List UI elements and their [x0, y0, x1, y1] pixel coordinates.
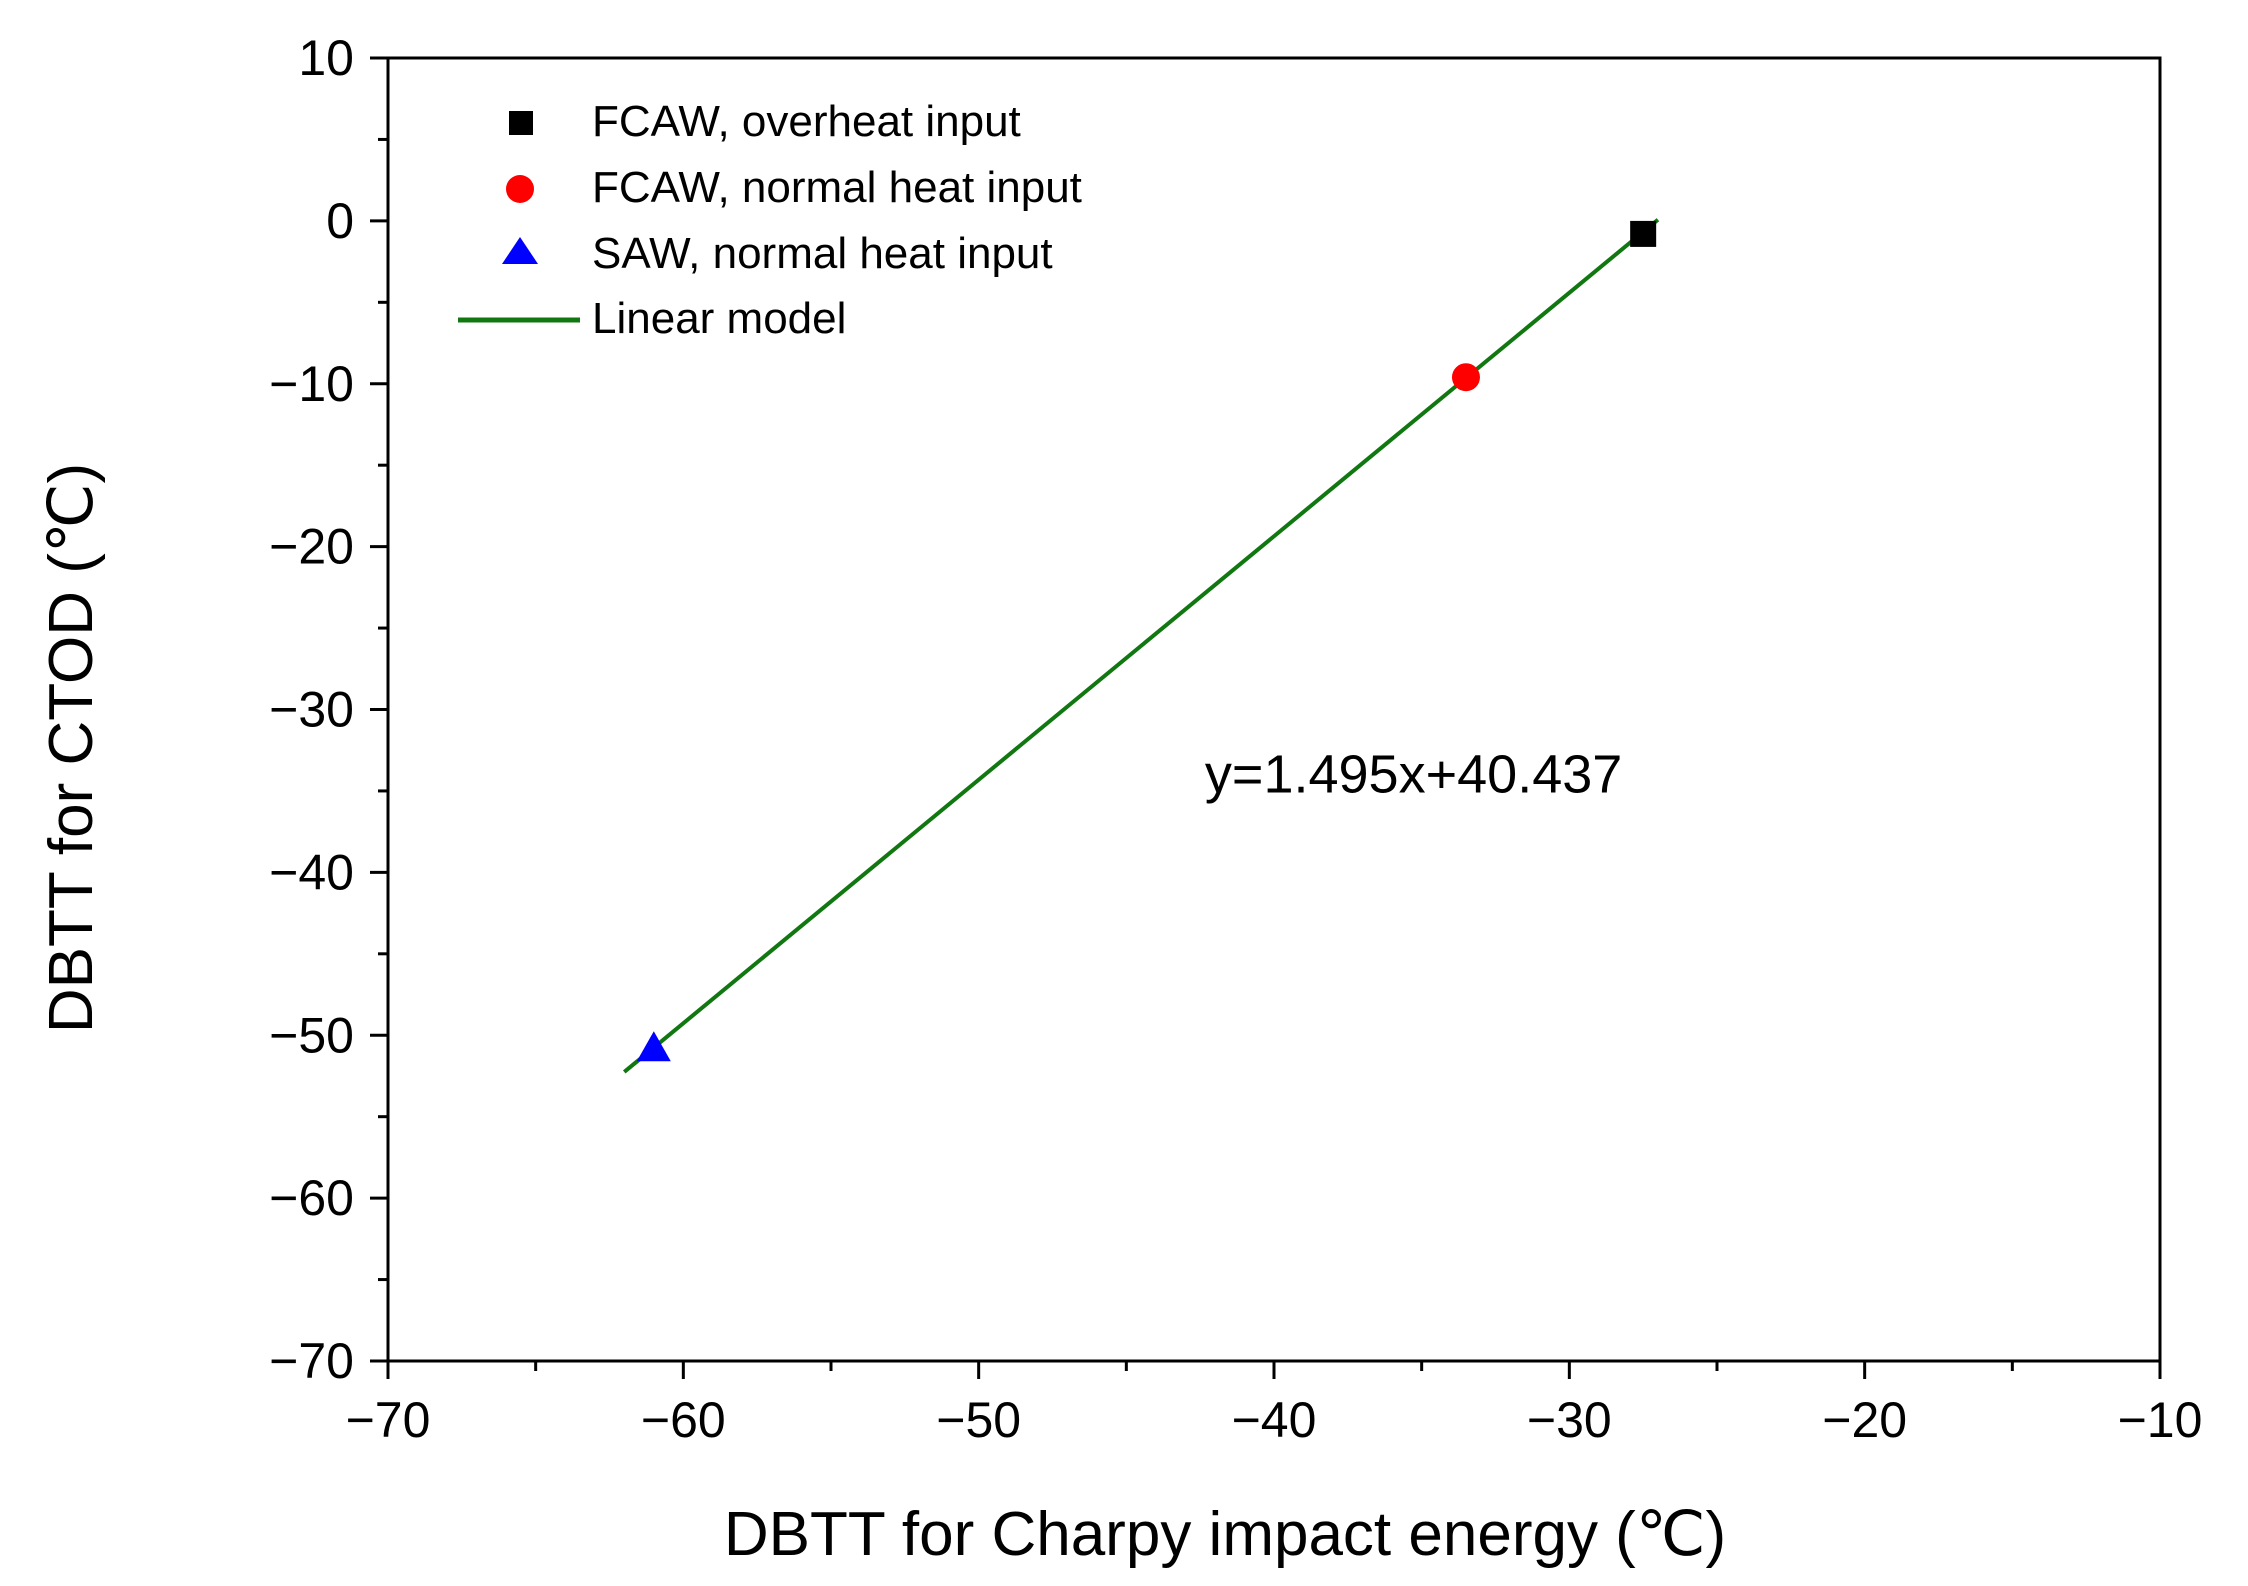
- point-circle: [1451, 363, 1480, 392]
- linear-model-line: [622, 218, 1660, 1074]
- y-axis-label: DBTT for CTOD (℃): [37, 463, 106, 1033]
- plot-area: [388, 58, 2160, 1361]
- axis-tick-labels: −70 −60 −50 −40 −30 −20 −10 10 0 −10 −20 −30 −40 −50 −…: [269, 30, 2202, 1448]
- points-layer: [636, 220, 1657, 1062]
- x-tick-label: −10: [2118, 1392, 2203, 1448]
- y-tick-label: 10: [298, 30, 354, 86]
- y-tick-label: −10: [269, 356, 354, 412]
- fit-layer: [622, 218, 1660, 1074]
- y-tick-label: −40: [269, 844, 354, 900]
- legend-label-fcaw-normal: FCAW, normal heat input: [592, 163, 1082, 212]
- axis-ticks: [370, 56, 2162, 1379]
- x-tick-label: −70: [346, 1392, 431, 1448]
- point-square: [1630, 220, 1657, 247]
- legend-marker-square: [509, 111, 533, 135]
- legend-label-linear-model: Linear model: [592, 294, 846, 343]
- legend-marker-triangle: [502, 237, 538, 264]
- x-tick-label: −60: [641, 1392, 726, 1448]
- y-tick-label: −30: [269, 682, 354, 738]
- x-tick-label: −20: [1822, 1392, 1907, 1448]
- legend-label-saw-normal: SAW, normal heat input: [592, 229, 1053, 278]
- y-tick-label: −70: [269, 1333, 354, 1389]
- point-triangle: [636, 1031, 671, 1062]
- y-tick-label: −60: [269, 1170, 354, 1226]
- y-tick-label: −20: [269, 519, 354, 575]
- legend-label-fcaw-overheat: FCAW, overheat input: [592, 97, 1021, 146]
- legend-marker-circle: [506, 175, 534, 203]
- x-tick-label: −30: [1527, 1392, 1612, 1448]
- y-tick-label: 0: [326, 193, 354, 249]
- y-tick-label: −50: [269, 1007, 354, 1063]
- x-tick-label: −40: [1232, 1392, 1317, 1448]
- fit-equation: y=1.495x+40.437: [1205, 745, 1622, 805]
- legend: FCAW, overheat input FCAW, normal heat i…: [458, 97, 1082, 343]
- x-tick-label: −50: [936, 1392, 1021, 1448]
- plot-frame: [386, 56, 2162, 1363]
- x-axis-label: DBTT for Charpy impact energy (℃): [724, 1500, 1726, 1569]
